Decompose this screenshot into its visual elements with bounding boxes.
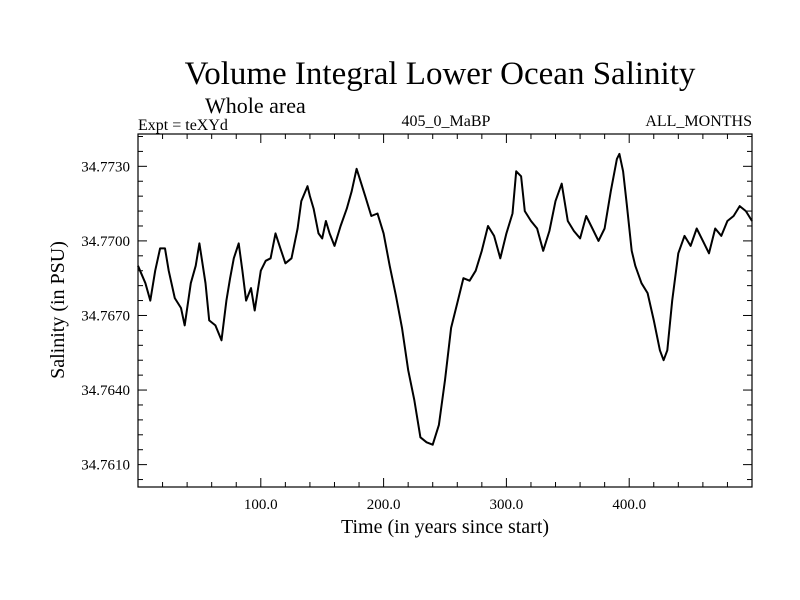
y-tick-label: 34.7640	[81, 383, 130, 399]
y-tick-label: 34.7730	[81, 159, 130, 175]
months-label: ALL_MONTHS	[645, 113, 752, 130]
x-tick-label: 400.0	[612, 497, 646, 513]
x-tick-label: 100.0	[244, 497, 278, 513]
plot-frame	[137, 133, 753, 488]
experiment-label: Expt = teXYd	[138, 117, 228, 134]
axis-ticks: 100.0 200.0 300.0 400.0 34.7610 34.7640 34.767…	[81, 134, 752, 513]
period-label: 405_0_MaBP	[402, 113, 491, 130]
chart-title: Volume Integral Lower Ocean Salinity	[185, 56, 696, 92]
y-axis-label: Salinity (in PSU)	[47, 241, 69, 379]
x-axis-label: Time (in years since start)	[341, 516, 549, 538]
y-tick-label: 34.7700	[81, 234, 130, 250]
x-tick-label: 300.0	[490, 497, 524, 513]
chart-subtitle: Whole area	[205, 93, 306, 118]
y-tick-label: 34.7610	[81, 458, 130, 474]
series-line	[137, 152, 753, 446]
y-tick-label: 34.7670	[81, 308, 130, 324]
x-tick-label: 200.0	[367, 497, 401, 513]
